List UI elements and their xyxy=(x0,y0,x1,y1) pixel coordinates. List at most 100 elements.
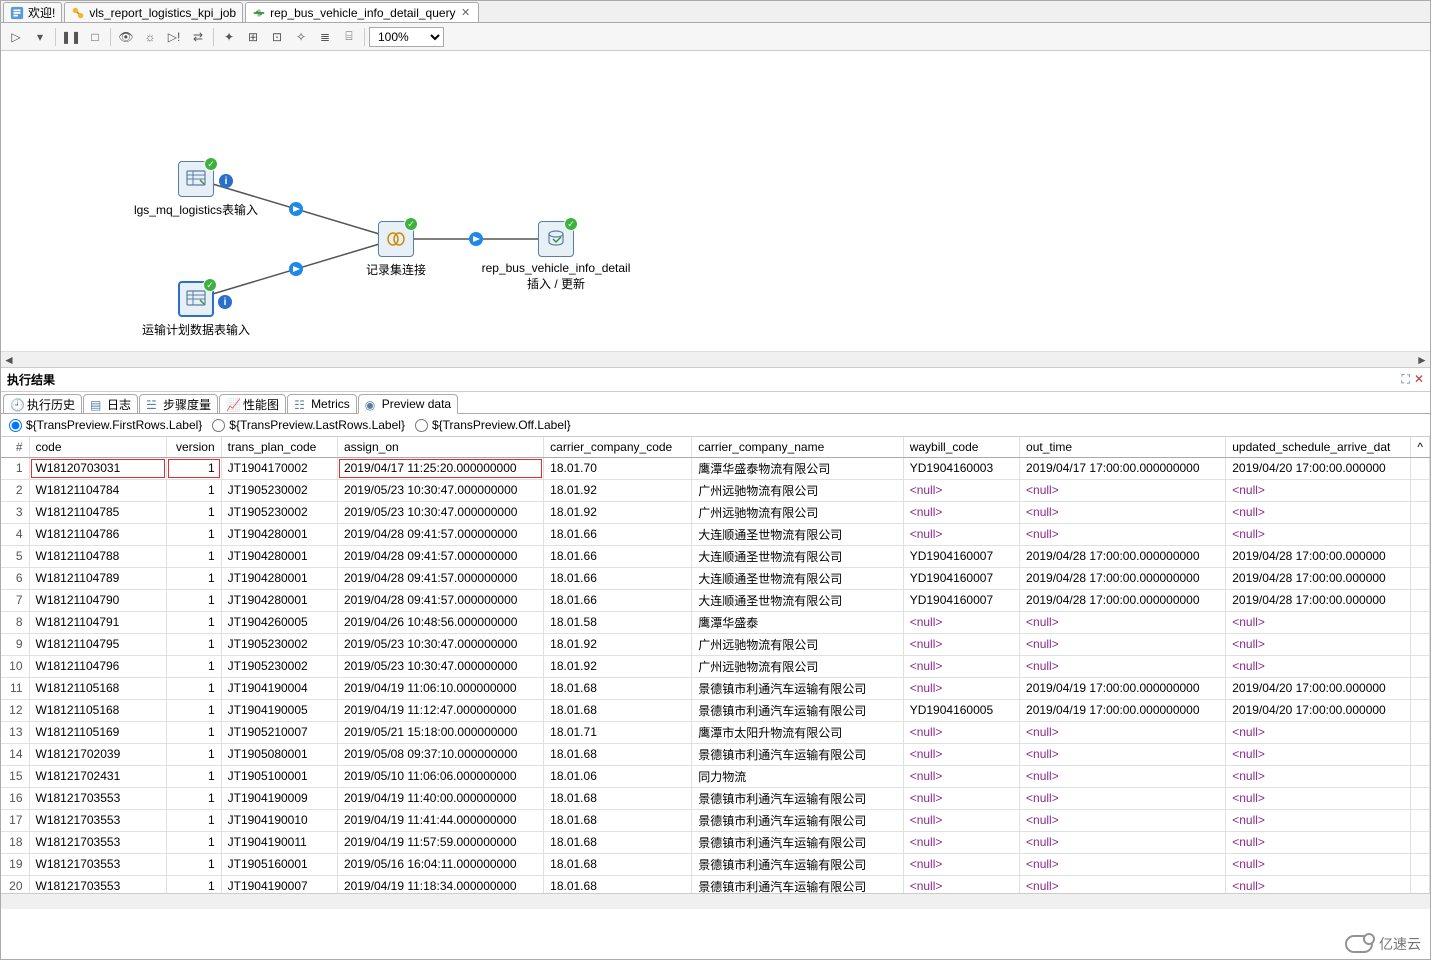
radio-input[interactable] xyxy=(415,419,428,432)
preview-icon: 👁 xyxy=(118,30,133,44)
cell-waybill_code: YD1904160007 xyxy=(903,567,1019,589)
check-icon: ✓ xyxy=(564,217,578,231)
cell-waybill_code: <null> xyxy=(903,853,1019,875)
perf-icon: 📈 xyxy=(226,398,239,411)
canvas-scrollbar-horizontal[interactable]: ◄ ► xyxy=(1,351,1430,367)
pause-button[interactable]: ❚❚ xyxy=(60,26,82,48)
node-n4[interactable]: ✓ rep_bus_vehicle_info_detail插入 / 更新 xyxy=(481,221,631,292)
debug-button[interactable]: ☼ xyxy=(139,26,161,48)
cell-out_time: <null> xyxy=(1020,809,1226,831)
close-icon[interactable]: ✕ xyxy=(1414,372,1424,387)
col-header-waybill_code[interactable]: waybill_code xyxy=(903,437,1019,457)
panel-tab-2[interactable]: ☱ 步骤度量 xyxy=(139,394,218,414)
info-icon[interactable]: i xyxy=(218,295,232,309)
close-icon[interactable]: ✕ xyxy=(460,7,472,19)
magic-button[interactable]: ✧ xyxy=(290,26,312,48)
cell-rownum: 1 xyxy=(1,457,29,479)
stop-button[interactable]: □ xyxy=(84,26,106,48)
grid-scrollbar-horizontal[interactable] xyxy=(1,893,1430,909)
table-row[interactable]: 10W181211047961JT19052300022019/05/23 10… xyxy=(1,655,1430,677)
table-row[interactable]: 16W181217035531JT19041900092019/04/19 11… xyxy=(1,787,1430,809)
preview-button[interactable]: 👁 xyxy=(115,26,137,48)
dropdown-button[interactable]: ▾ xyxy=(29,26,51,48)
cell-rownum: 10 xyxy=(1,655,29,677)
node-n1[interactable]: ✓ i lgs_mq_logistics表输入 xyxy=(121,161,271,218)
col-header-assign_on[interactable]: assign_on xyxy=(337,437,543,457)
cell-code: W18121104789 xyxy=(29,567,166,589)
node-label: 记录集连接 xyxy=(366,261,426,278)
cell-trans_plan_code: JT1904190010 xyxy=(221,809,337,831)
run-button[interactable]: ▷ xyxy=(5,26,27,48)
col-header-carrier_company_name[interactable]: carrier_company_name xyxy=(692,437,904,457)
preview-radio-0[interactable]: ${TransPreview.FirstRows.Label} xyxy=(9,418,202,432)
table-row[interactable]: 6W181211047891JT19042800012019/04/28 09:… xyxy=(1,567,1430,589)
table-row[interactable]: 14W181217020391JT19050800012019/05/08 09… xyxy=(1,743,1430,765)
node-label: lgs_mq_logistics表输入 xyxy=(134,201,258,218)
panel-tab-1[interactable]: ▤ 日志 xyxy=(83,394,138,414)
cell-updated_schedule_arrive_date: <null> xyxy=(1226,765,1411,787)
replay-button[interactable]: ▷! xyxy=(163,26,185,48)
table-row[interactable]: 2W181211047841JT19052300022019/05/23 10:… xyxy=(1,479,1430,501)
col-header-code[interactable]: code xyxy=(29,437,166,457)
col-header-version[interactable]: version xyxy=(166,437,221,457)
table-row[interactable]: 19W181217035531JT19051600012019/05/16 16… xyxy=(1,853,1430,875)
scroll-right-icon[interactable]: ► xyxy=(1414,352,1430,368)
col-header-trans_plan_code[interactable]: trans_plan_code xyxy=(221,437,337,457)
table-row[interactable]: 20W181217035531JT19041900072019/04/19 11… xyxy=(1,875,1430,893)
scroll-left-icon[interactable]: ◄ xyxy=(1,352,17,368)
canvas-area[interactable]: ✓ i lgs_mq_logistics表输入 ✓ i 运输计划数据表输入 ✓ … xyxy=(1,51,1430,351)
table-row[interactable]: 12W181211051681JT19041900052019/04/19 11… xyxy=(1,699,1430,721)
cell-assign_on: 2019/04/28 09:41:57.000000000 xyxy=(337,523,543,545)
radio-input[interactable] xyxy=(212,419,225,432)
cell-trans_plan_code: JT1905160001 xyxy=(221,853,337,875)
table-row[interactable]: 7W181211047901JT19042800012019/04/28 09:… xyxy=(1,589,1430,611)
editor-tab-1[interactable]: vls_report_logistics_kpi_job xyxy=(64,2,243,22)
replay-icon: ▷! xyxy=(168,30,181,44)
db-button[interactable]: ⌸ xyxy=(338,26,360,48)
dropdown-icon: ▾ xyxy=(37,30,43,44)
editor-tab-label: 欢迎! xyxy=(28,4,55,21)
table-row[interactable]: 18W181217035531JT19041900112019/04/19 11… xyxy=(1,831,1430,853)
analyse-button[interactable]: ✦ xyxy=(218,26,240,48)
table-row[interactable]: 13W181211051691JT19052100072019/05/21 15… xyxy=(1,721,1430,743)
table-row[interactable]: 11W181211051681JT19041900042019/04/19 11… xyxy=(1,677,1430,699)
table-row[interactable]: 1W181207030311JT19041700022019/04/17 11:… xyxy=(1,457,1430,479)
table-row[interactable]: 8W181211047911JT19042600052019/04/26 10:… xyxy=(1,611,1430,633)
col-header-rownum[interactable]: # xyxy=(1,437,29,457)
cell-waybill_code: <null> xyxy=(903,787,1019,809)
zoom-select[interactable]: 100% xyxy=(369,27,444,47)
table-row[interactable]: 3W181211047851JT19052300022019/05/23 10:… xyxy=(1,501,1430,523)
show-grid-button[interactable]: ⊞ xyxy=(242,26,264,48)
table-row[interactable]: 9W181211047951JT19052300022019/05/23 10:… xyxy=(1,633,1430,655)
cell-updated_schedule_arrive_date: 2019/04/20 17:00:00.000000 xyxy=(1226,699,1411,721)
info-icon[interactable]: i xyxy=(219,174,233,188)
editor-tab-0[interactable]: 欢迎! xyxy=(3,2,62,22)
cell-rownum: 7 xyxy=(1,589,29,611)
col-header-out_time[interactable]: out_time xyxy=(1020,437,1226,457)
table-row[interactable]: 15W181217024311JT19051000012019/05/10 11… xyxy=(1,765,1430,787)
preview-radio-1[interactable]: ${TransPreview.LastRows.Label} xyxy=(212,418,405,432)
panel-tab-0[interactable]: 🕘 执行历史 xyxy=(3,394,82,414)
cell-trans_plan_code: JT1905230002 xyxy=(221,479,337,501)
col-header-updated_schedule_arrive_date[interactable]: updated_schedule_arrive_dat xyxy=(1226,437,1411,457)
preview-data-grid[interactable]: #codeversiontrans_plan_codeassign_oncarr… xyxy=(1,437,1430,893)
table-row[interactable]: 4W181211047861JT19042800012019/04/28 09:… xyxy=(1,523,1430,545)
cell-code: W18121105168 xyxy=(29,677,166,699)
panel-tab-3[interactable]: 📈 性能图 xyxy=(219,394,286,414)
table-row[interactable]: 5W181211047881JT19042800012019/04/28 09:… xyxy=(1,545,1430,567)
node-n3[interactable]: ✓ 记录集连接 xyxy=(321,221,471,278)
panel-tab-4[interactable]: ☷ Metrics xyxy=(287,394,357,414)
table-row[interactable]: 17W181217035531JT19041900102019/04/19 11… xyxy=(1,809,1430,831)
maximize-icon[interactable]: ⛶ xyxy=(1402,372,1410,387)
col-header-carrier_company_code[interactable]: carrier_company_code xyxy=(544,437,692,457)
node-n2[interactable]: ✓ i 运输计划数据表输入 xyxy=(121,281,271,338)
radio-input[interactable] xyxy=(9,419,22,432)
panel-tab-5[interactable]: ◉ Preview data xyxy=(358,394,458,414)
align-button[interactable]: ≣ xyxy=(314,26,336,48)
sniff-button[interactable]: ⇄ xyxy=(187,26,209,48)
preview-radio-2[interactable]: ${TransPreview.Off.Label} xyxy=(415,418,571,432)
cell-carrier_company_code: 18.01.06 xyxy=(544,765,692,787)
cell-carrier_company_name: 大连顺通圣世物流有限公司 xyxy=(692,545,904,567)
editor-tab-2[interactable]: rep_bus_vehicle_info_detail_query✕ xyxy=(245,2,478,22)
snap-button[interactable]: ⊡ xyxy=(266,26,288,48)
